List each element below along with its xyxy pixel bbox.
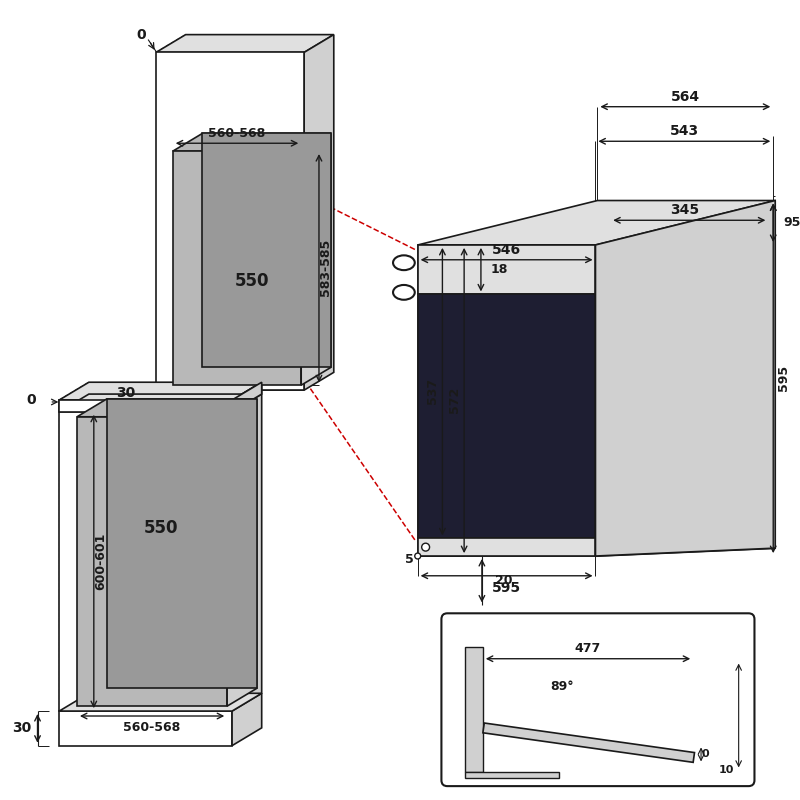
Polygon shape [232,694,262,746]
Polygon shape [59,394,262,412]
Text: 18: 18 [490,263,508,276]
Polygon shape [227,399,257,706]
Polygon shape [59,382,262,400]
Polygon shape [173,151,301,385]
Text: 583-585: 583-585 [319,239,332,296]
Text: 537: 537 [426,378,439,404]
Text: 595: 595 [777,366,790,391]
Polygon shape [301,134,331,385]
Text: 95: 95 [783,216,800,229]
FancyBboxPatch shape [442,614,754,786]
Polygon shape [465,772,559,778]
Text: 572: 572 [448,387,461,413]
Polygon shape [483,723,694,762]
Text: 345: 345 [670,203,699,218]
Polygon shape [465,647,483,772]
Text: 550: 550 [144,519,178,538]
Polygon shape [418,245,595,294]
Text: 30: 30 [116,386,135,400]
Polygon shape [232,382,262,412]
Polygon shape [77,399,257,417]
Text: 600-601: 600-601 [94,532,107,590]
Polygon shape [173,134,331,151]
Text: 564: 564 [670,90,700,104]
Text: 10: 10 [719,766,734,775]
Text: 543: 543 [670,124,699,138]
Ellipse shape [393,285,414,300]
Text: 89°: 89° [550,680,574,693]
Polygon shape [418,201,775,245]
Polygon shape [59,711,232,746]
Polygon shape [595,201,775,556]
Text: 550: 550 [234,273,269,290]
Polygon shape [106,399,257,688]
Polygon shape [156,34,334,52]
Text: 5: 5 [406,554,414,566]
Text: 546: 546 [492,243,521,257]
Text: 30: 30 [12,721,31,735]
Text: 0: 0 [137,28,146,42]
Polygon shape [77,417,227,706]
Text: 0: 0 [701,750,709,759]
Polygon shape [59,694,262,711]
Polygon shape [202,134,331,367]
Text: 560-568: 560-568 [123,722,181,734]
Circle shape [414,553,421,559]
Polygon shape [232,382,262,711]
Text: 0: 0 [26,393,37,407]
Polygon shape [156,52,304,390]
Text: 20: 20 [494,574,512,587]
Circle shape [422,543,430,551]
Polygon shape [418,538,595,556]
Text: 595: 595 [492,581,521,594]
Polygon shape [418,245,595,556]
Polygon shape [418,294,595,538]
Text: 477: 477 [575,642,601,655]
Polygon shape [59,400,232,412]
Polygon shape [304,34,334,390]
Polygon shape [59,400,232,711]
Ellipse shape [393,255,414,270]
Text: 560-568: 560-568 [208,127,266,140]
